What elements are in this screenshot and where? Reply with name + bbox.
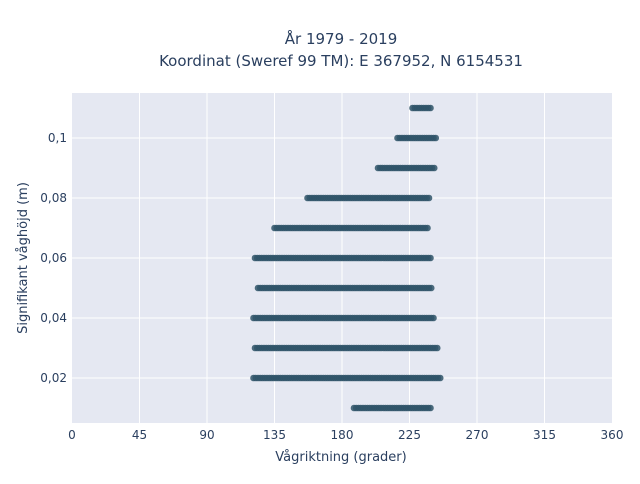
y-axis-title: Signifikant våghöjd (m) bbox=[16, 182, 31, 334]
data-point bbox=[427, 284, 435, 292]
data-point bbox=[432, 134, 440, 142]
y-tick-label: 0,1 bbox=[48, 131, 67, 145]
x-tick-label: 225 bbox=[398, 428, 421, 442]
x-tick-label: 315 bbox=[533, 428, 556, 442]
x-tick-label: 45 bbox=[132, 428, 147, 442]
data-point bbox=[430, 164, 438, 172]
data-point bbox=[427, 404, 434, 412]
x-tick-label: 90 bbox=[199, 428, 214, 442]
y-axis-ticks: 0,02 0,04 0,06 0,08 0,1 bbox=[40, 131, 67, 385]
data-point bbox=[425, 194, 433, 202]
y-tick-label: 0,04 bbox=[40, 311, 67, 325]
x-axis-ticks: 0 45 90 135 180 225 270 315 360 bbox=[68, 428, 623, 442]
y-tick-label: 0,08 bbox=[40, 191, 67, 205]
data-points bbox=[250, 104, 444, 412]
x-tick-label: 270 bbox=[466, 428, 489, 442]
data-point bbox=[424, 224, 431, 232]
chart-title-line-1: År 1979 - 2019 bbox=[285, 29, 398, 48]
x-tick-label: 360 bbox=[601, 428, 624, 442]
x-axis-title: Vågriktning (grader) bbox=[275, 450, 406, 465]
x-tick-label: 0 bbox=[68, 428, 76, 442]
data-point bbox=[436, 374, 444, 382]
x-tick-label: 180 bbox=[331, 428, 354, 442]
y-tick-label: 0,02 bbox=[40, 371, 67, 385]
chart-title-line-2: Koordinat (Sweref 99 TM): E 367952, N 61… bbox=[159, 52, 523, 70]
data-point bbox=[433, 344, 441, 352]
data-point bbox=[430, 314, 437, 322]
data-point bbox=[427, 104, 434, 112]
x-tick-label: 135 bbox=[263, 428, 286, 442]
data-point bbox=[427, 254, 434, 262]
y-tick-label: 0,06 bbox=[40, 251, 67, 265]
